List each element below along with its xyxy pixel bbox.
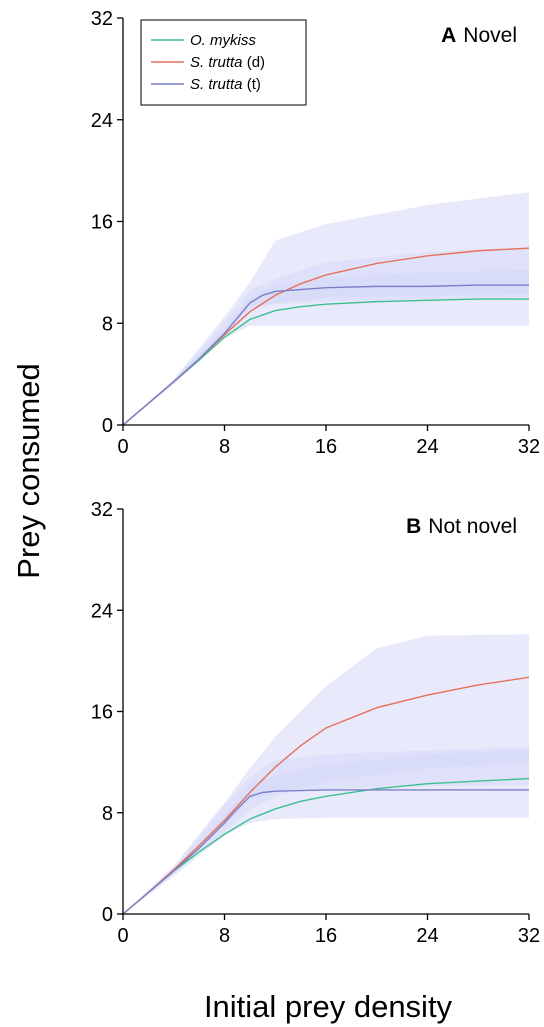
y-tick-label: 0 [102, 904, 113, 926]
x-tick-label: 8 [219, 925, 230, 947]
y-tick-label: 8 [102, 313, 113, 335]
x-tick-label: 32 [518, 925, 540, 947]
legend-species: S. trutta [190, 76, 243, 93]
confidence-band-3 [123, 749, 529, 914]
x-tick-label: 0 [117, 436, 128, 458]
legend-label: S. trutta (t) [190, 76, 261, 93]
confidence-band-3 [123, 269, 529, 425]
y-tick-label: 32 [91, 499, 113, 521]
y-tick-label: 0 [102, 415, 113, 437]
series-line-3 [122, 789, 529, 915]
legend-label: S. trutta (d) [190, 54, 265, 71]
y-tick-label: 16 [91, 212, 113, 234]
y-tick-label: 24 [91, 110, 113, 132]
panel-name: Not novel [428, 515, 517, 538]
series-line-2 [122, 676, 530, 915]
x-tick-label: 24 [416, 925, 438, 947]
legend-species: O. mykiss [190, 32, 256, 49]
x-tick-label: 16 [315, 925, 337, 947]
y-tick-label: 8 [102, 803, 113, 825]
legend-species: S. trutta [190, 54, 243, 71]
legend-label: O. mykiss [190, 32, 256, 49]
panel-letter: B [406, 515, 421, 538]
panel-title: A Novel [441, 24, 517, 47]
y-axis-title: Prey consumed [11, 363, 46, 578]
panel-title: B Not novel [406, 515, 517, 538]
panel-a-novel: 0 8 16 24 32 0 8 16 24 32 A Novel O. mykiss S. trutta… [91, 8, 540, 458]
y-tick-label: 32 [91, 8, 113, 30]
y-tick-label: 24 [91, 600, 113, 622]
x-tick-label: 8 [219, 436, 230, 458]
x-tick-label: 24 [416, 436, 438, 458]
panel-b-not-novel: 0 8 16 24 32 0 8 16 24 32 B Not novel [91, 499, 540, 947]
legend-suffix: (d) [243, 54, 266, 71]
panel-letter: A [441, 24, 456, 47]
x-tick-label: 0 [117, 925, 128, 947]
legend-suffix: (t) [243, 76, 261, 93]
x-tick-label: 32 [518, 436, 540, 458]
y-tick-label: 16 [91, 702, 113, 724]
series-line-3 [122, 284, 529, 426]
confidence-band-1 [123, 192, 529, 425]
x-tick-label: 16 [315, 436, 337, 458]
x-axis-title: Initial prey density [204, 989, 453, 1024]
panel-name: Novel [463, 24, 517, 47]
